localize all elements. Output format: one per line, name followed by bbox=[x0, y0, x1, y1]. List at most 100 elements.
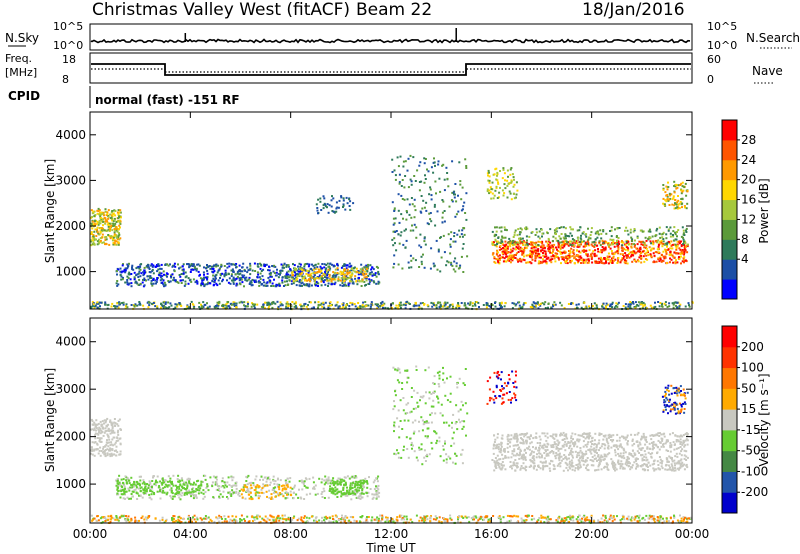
scatter-cell bbox=[249, 262, 252, 265]
scatter-cell bbox=[428, 212, 431, 215]
scatter-cell bbox=[189, 271, 192, 273]
scatter-cell bbox=[404, 304, 407, 307]
scatter-cell bbox=[643, 249, 646, 252]
scatter-cell bbox=[281, 304, 284, 307]
scatter-cell bbox=[370, 268, 373, 271]
scatter-cell bbox=[123, 483, 125, 486]
scatter-cell bbox=[353, 486, 356, 488]
scatter-cell bbox=[629, 231, 632, 234]
scatter-cell bbox=[305, 486, 308, 489]
scatter-cell bbox=[269, 275, 272, 278]
scatter-cell bbox=[372, 496, 375, 499]
scatter-cell bbox=[504, 228, 507, 231]
scatter-cell bbox=[554, 237, 557, 240]
scatter-cell bbox=[510, 255, 513, 258]
scatter-cell bbox=[93, 242, 96, 245]
scatter-cell bbox=[105, 214, 108, 217]
scatter-cell bbox=[425, 209, 428, 212]
scatter-cell bbox=[101, 451, 104, 454]
scatter-cell bbox=[95, 423, 98, 426]
scatter-cell bbox=[326, 273, 329, 275]
scatter-cell bbox=[532, 251, 535, 253]
scatter-cell bbox=[502, 260, 505, 263]
scatter-cell bbox=[505, 249, 508, 251]
scatter-cell bbox=[326, 279, 329, 282]
scatter-cell bbox=[559, 252, 562, 255]
scatter-cell bbox=[275, 274, 278, 277]
scatter-cell bbox=[106, 211, 109, 214]
scatter-cell bbox=[419, 233, 422, 236]
scatter-cell bbox=[321, 267, 324, 270]
scatter-cell bbox=[120, 216, 122, 219]
scatter-cell bbox=[350, 274, 353, 276]
scatter-cell bbox=[160, 303, 163, 306]
scatter-cell bbox=[376, 487, 379, 490]
scatter-cell bbox=[240, 493, 243, 496]
scatter-cell bbox=[341, 277, 344, 280]
scatter-cell bbox=[269, 281, 272, 284]
scatter-cell bbox=[560, 233, 563, 235]
scatter-cell bbox=[187, 277, 190, 280]
scatter-cell bbox=[184, 283, 187, 286]
scatter-cell bbox=[339, 478, 342, 481]
scatter-cell bbox=[172, 276, 175, 279]
scatter-cell bbox=[639, 229, 642, 232]
scatter-cell bbox=[397, 456, 400, 459]
scatter-cell bbox=[662, 187, 665, 190]
scatter-cell bbox=[297, 496, 300, 499]
scatter-cell bbox=[259, 267, 262, 270]
scatter-cell bbox=[322, 207, 325, 210]
scatter-cell bbox=[332, 477, 335, 480]
scatter-cell bbox=[163, 486, 166, 489]
scatter-cell bbox=[140, 486, 143, 489]
scatter-cell bbox=[659, 256, 662, 259]
scatter-cell bbox=[541, 302, 544, 305]
scatter-cell bbox=[674, 183, 677, 186]
scatter-cell bbox=[410, 216, 413, 219]
scatter-cell bbox=[511, 256, 514, 259]
scatter-cell bbox=[397, 233, 400, 236]
scatter-cell bbox=[458, 418, 460, 421]
scatter-cell bbox=[358, 495, 361, 498]
scatter-cell bbox=[462, 271, 465, 273]
scatter-cell bbox=[316, 209, 319, 212]
scatter-cell bbox=[439, 190, 442, 193]
scatter-cell bbox=[579, 226, 582, 229]
freq-label: Freq. bbox=[5, 52, 32, 65]
scatter-cell bbox=[304, 263, 307, 265]
scatter-cell bbox=[272, 301, 275, 304]
scatter-cell bbox=[319, 277, 321, 280]
scatter-cell bbox=[262, 483, 265, 486]
scatter-cell bbox=[333, 272, 336, 275]
scatter-cell bbox=[577, 254, 580, 257]
scatter-cell bbox=[533, 246, 536, 249]
scatter-cell bbox=[107, 217, 110, 220]
scatter-cell bbox=[116, 492, 119, 495]
scatter-cell bbox=[531, 303, 534, 306]
scatter-cell bbox=[339, 483, 342, 486]
scatter-cell bbox=[433, 375, 436, 378]
scatter-cell bbox=[584, 242, 587, 245]
scatter-cell bbox=[238, 277, 241, 280]
scatter-cell bbox=[560, 304, 563, 307]
scatter-cell bbox=[652, 247, 655, 250]
scatter-cell bbox=[401, 388, 404, 390]
scatter-cell bbox=[343, 493, 345, 496]
scatter-cell bbox=[241, 266, 243, 269]
scatter-cell bbox=[369, 271, 372, 274]
scatter-cell bbox=[340, 273, 343, 276]
scatter-cell bbox=[223, 274, 226, 277]
scatter-cell bbox=[525, 247, 528, 250]
scatter-cell bbox=[117, 241, 120, 244]
scatter-cell bbox=[591, 256, 593, 259]
scatter-cell bbox=[320, 272, 323, 275]
scatter-cell bbox=[136, 498, 139, 500]
scatter-cell bbox=[360, 492, 363, 495]
scatter-cell bbox=[512, 240, 515, 243]
scatter-cell bbox=[263, 484, 266, 487]
scatter-cell bbox=[119, 453, 122, 456]
scatter-cell bbox=[667, 229, 670, 232]
scatter-cell bbox=[247, 474, 250, 477]
scatter-cell bbox=[152, 282, 155, 285]
scatter-cell bbox=[139, 494, 142, 497]
